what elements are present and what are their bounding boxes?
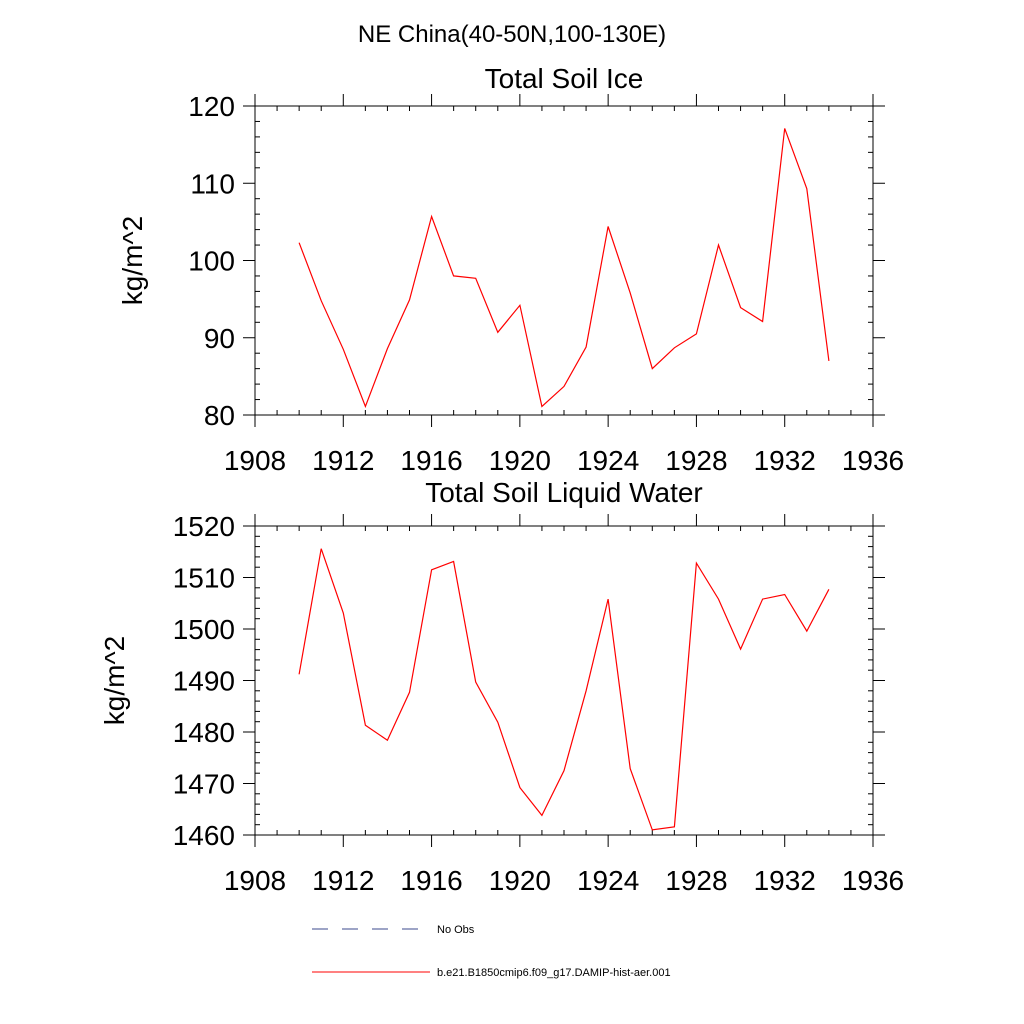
y-tick-label: 1470 — [173, 769, 235, 800]
x-tick-label: 1912 — [312, 445, 374, 476]
x-tick-label: 1928 — [665, 865, 727, 896]
plot-frame — [254, 105, 874, 416]
x-tick-label: 1916 — [400, 445, 462, 476]
y-tick-label: 110 — [190, 168, 235, 199]
y-tick-label: 1520 — [173, 511, 235, 542]
y-tick-label: 80 — [204, 400, 235, 431]
x-tick-label: 1916 — [400, 865, 462, 896]
x-tick-label: 1908 — [224, 445, 286, 476]
panel-2: Total Soil Liquid Water 1908 1912 1916 1920 1… — [99, 477, 904, 896]
figure-title: NE China(40-50N,100-130E) — [358, 21, 666, 48]
legend-label: b.e21.B1850cmip6.f09_g17.DAMIP-hist-aer.… — [437, 967, 671, 979]
x-tick-label: 1912 — [312, 865, 374, 896]
legend: No Obs b.e21.B1850cmip6.f09_g17.DAMIP-his… — [312, 924, 671, 979]
legend-entry: No Obs — [312, 924, 475, 936]
panel-1: Total Soil Ice 1908 1912 1916 1920 1924 1928 19… — [117, 63, 904, 476]
y-axis-label: kg/m^2 — [99, 636, 130, 725]
x-tick-label: 1932 — [754, 865, 816, 896]
y-tick-label: 90 — [204, 323, 235, 354]
x-tick-label: 1908 — [224, 865, 286, 896]
y-tick-label: 1490 — [173, 666, 235, 697]
series-line — [298, 128, 830, 409]
x-tick-label: 1936 — [842, 445, 904, 476]
chart-panels: Total Soil Ice 1908 1912 1916 1920 1924 1928 19… — [99, 63, 904, 896]
y-tick-label: 1510 — [173, 563, 235, 594]
y-tick-label: 100 — [188, 246, 235, 277]
x-tick-label: 1924 — [577, 445, 639, 476]
legend-label: No Obs — [437, 924, 475, 936]
y-tick-label: 120 — [188, 91, 235, 122]
y-tick-label: 1500 — [173, 614, 235, 645]
series-line — [298, 548, 830, 831]
panel-title: Total Soil Ice — [485, 63, 644, 94]
x-tick-label: 1920 — [489, 445, 551, 476]
plot-frame — [254, 525, 874, 836]
legend-entry: b.e21.B1850cmip6.f09_g17.DAMIP-hist-aer.… — [312, 967, 671, 979]
panel-title: Total Soil Liquid Water — [425, 477, 703, 508]
y-tick-label: 1460 — [173, 820, 235, 851]
x-tick-label: 1936 — [842, 865, 904, 896]
x-tick-label: 1928 — [665, 445, 727, 476]
y-axis-label: kg/m^2 — [117, 216, 148, 305]
x-tick-label: 1932 — [754, 445, 816, 476]
x-tick-label: 1924 — [577, 865, 639, 896]
x-tick-label: 1920 — [489, 865, 551, 896]
y-tick-label: 1480 — [173, 717, 235, 748]
